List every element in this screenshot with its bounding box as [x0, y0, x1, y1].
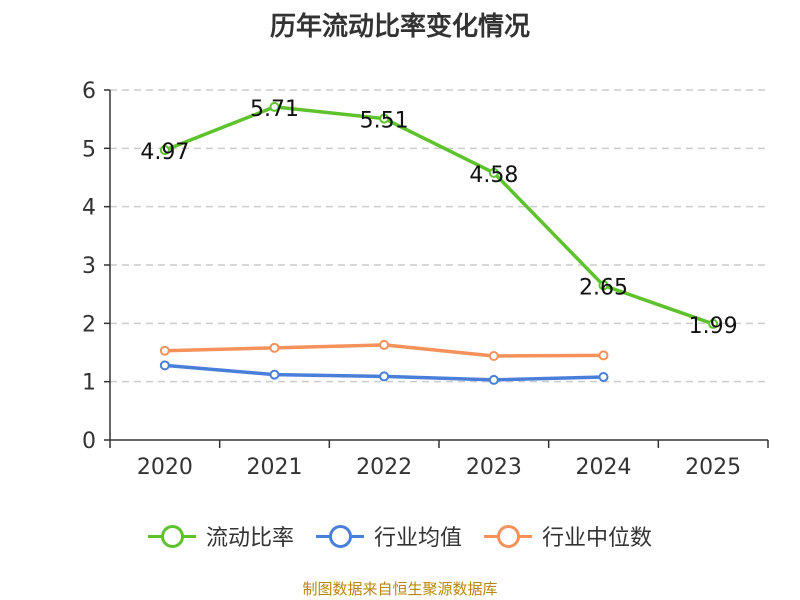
data-point — [379, 339, 390, 350]
data-label: 4.58 — [469, 163, 518, 188]
chart-title: 历年流动比率变化情况 — [269, 12, 530, 42]
data-source-note: 制图数据来自恒生聚源数据库 — [302, 580, 498, 598]
data-point — [269, 342, 280, 353]
x-tick-label: 2022 — [356, 455, 412, 480]
data-point — [159, 345, 170, 356]
data-point — [159, 360, 170, 371]
legend-swatch-icon — [147, 525, 196, 548]
y-tick-label: 4 — [82, 196, 96, 221]
x-tick-label: 2024 — [576, 455, 632, 480]
y-tick-label: 2 — [82, 312, 96, 337]
data-point — [269, 101, 280, 112]
y-tick-label: 1 — [82, 371, 96, 396]
data-point — [598, 350, 609, 361]
data-point — [269, 369, 280, 380]
data-point — [488, 374, 499, 385]
x-tick-label: 2021 — [247, 455, 303, 480]
data-point — [379, 371, 390, 382]
legend-swatch-icon — [484, 525, 532, 548]
data-point — [488, 351, 499, 361]
data-point — [708, 318, 719, 329]
x-tick-label: 2025 — [685, 455, 741, 480]
data-point — [379, 113, 390, 124]
legend-item-industry-mean[interactable]: 行业均值 — [315, 520, 462, 552]
data-point — [598, 280, 609, 291]
x-tick-label: 2020 — [137, 455, 193, 480]
legend-item-industry-median[interactable]: 行业中位数 — [484, 520, 652, 552]
series-line — [164, 105, 714, 326]
data-point — [488, 167, 499, 178]
legend-item-current-ratio[interactable]: 流动比率 — [147, 520, 294, 552]
y-tick-label: 3 — [82, 254, 96, 279]
x-tick-label: 2023 — [466, 455, 522, 480]
data-label: 5.71 — [250, 97, 299, 122]
data-label: 2.65 — [579, 275, 628, 300]
data-point — [598, 372, 609, 382]
data-point — [159, 145, 170, 156]
y-tick-label: 6 — [82, 79, 96, 104]
legend-label: 行业中位数 — [542, 526, 653, 551]
data-label: 1.99 — [689, 314, 738, 339]
data-label: 4.97 — [140, 140, 189, 165]
legend-label: 流动比率 — [205, 526, 294, 551]
data-label: 5.51 — [360, 109, 409, 134]
legend-label: 行业均值 — [373, 526, 462, 551]
y-tick-label: 5 — [82, 137, 96, 162]
chart-legend: 流动比率 行业均值 行业中位数 — [0, 520, 800, 552]
y-tick-label: 0 — [82, 429, 96, 454]
legend-swatch-icon — [315, 525, 364, 548]
